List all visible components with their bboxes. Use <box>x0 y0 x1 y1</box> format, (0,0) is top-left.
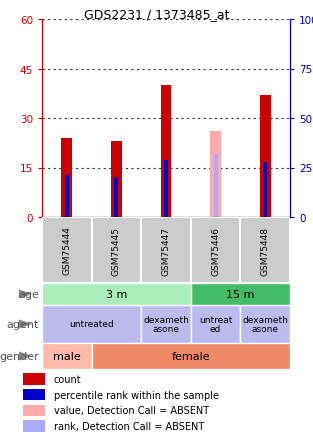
Bar <box>115 178 118 217</box>
Text: dexameth
asone: dexameth asone <box>143 315 189 334</box>
Text: percentile rank within the sample: percentile rank within the sample <box>54 390 219 400</box>
Bar <box>210 132 221 217</box>
Text: untreat
ed: untreat ed <box>199 315 232 334</box>
Bar <box>23 373 45 385</box>
Bar <box>92 217 141 283</box>
Bar <box>191 283 290 305</box>
Bar <box>42 217 92 283</box>
Bar <box>23 389 45 401</box>
Bar <box>240 305 290 343</box>
Text: rank, Detection Call = ABSENT: rank, Detection Call = ABSENT <box>54 421 204 431</box>
Bar <box>263 162 267 217</box>
Text: count: count <box>54 374 81 384</box>
Bar <box>42 305 141 343</box>
Text: untreated: untreated <box>69 320 114 329</box>
Text: GSM75444: GSM75444 <box>62 226 71 275</box>
Polygon shape <box>19 290 32 299</box>
Text: GSM75445: GSM75445 <box>112 226 121 275</box>
Bar <box>164 160 168 217</box>
Bar <box>141 217 191 283</box>
Text: GSM75447: GSM75447 <box>162 226 171 275</box>
Bar <box>111 142 122 217</box>
Bar <box>260 95 271 217</box>
Bar <box>23 421 45 432</box>
Text: male: male <box>53 351 81 361</box>
Bar <box>65 176 69 217</box>
Text: 3 m: 3 m <box>106 289 127 299</box>
Polygon shape <box>19 352 32 361</box>
Text: 15 m: 15 m <box>226 289 254 299</box>
Text: agent: agent <box>7 319 39 329</box>
Bar <box>213 155 218 217</box>
Bar <box>191 217 240 283</box>
Text: GSM75446: GSM75446 <box>211 226 220 275</box>
Polygon shape <box>19 320 32 329</box>
Bar <box>23 405 45 416</box>
Text: age: age <box>18 289 39 299</box>
Bar <box>42 283 191 305</box>
Bar <box>240 217 290 283</box>
Text: GDS2231 / 1373485_at: GDS2231 / 1373485_at <box>84 9 229 21</box>
Bar <box>161 86 172 217</box>
Text: female: female <box>172 351 210 361</box>
Text: dexameth
asone: dexameth asone <box>242 315 288 334</box>
Bar <box>92 343 290 369</box>
Bar <box>191 305 240 343</box>
Text: value, Detection Call = ABSENT: value, Detection Call = ABSENT <box>54 405 209 415</box>
Bar <box>141 305 191 343</box>
Text: gender: gender <box>0 351 39 361</box>
Bar <box>42 343 92 369</box>
Text: GSM75448: GSM75448 <box>261 226 270 275</box>
Bar <box>61 138 72 217</box>
